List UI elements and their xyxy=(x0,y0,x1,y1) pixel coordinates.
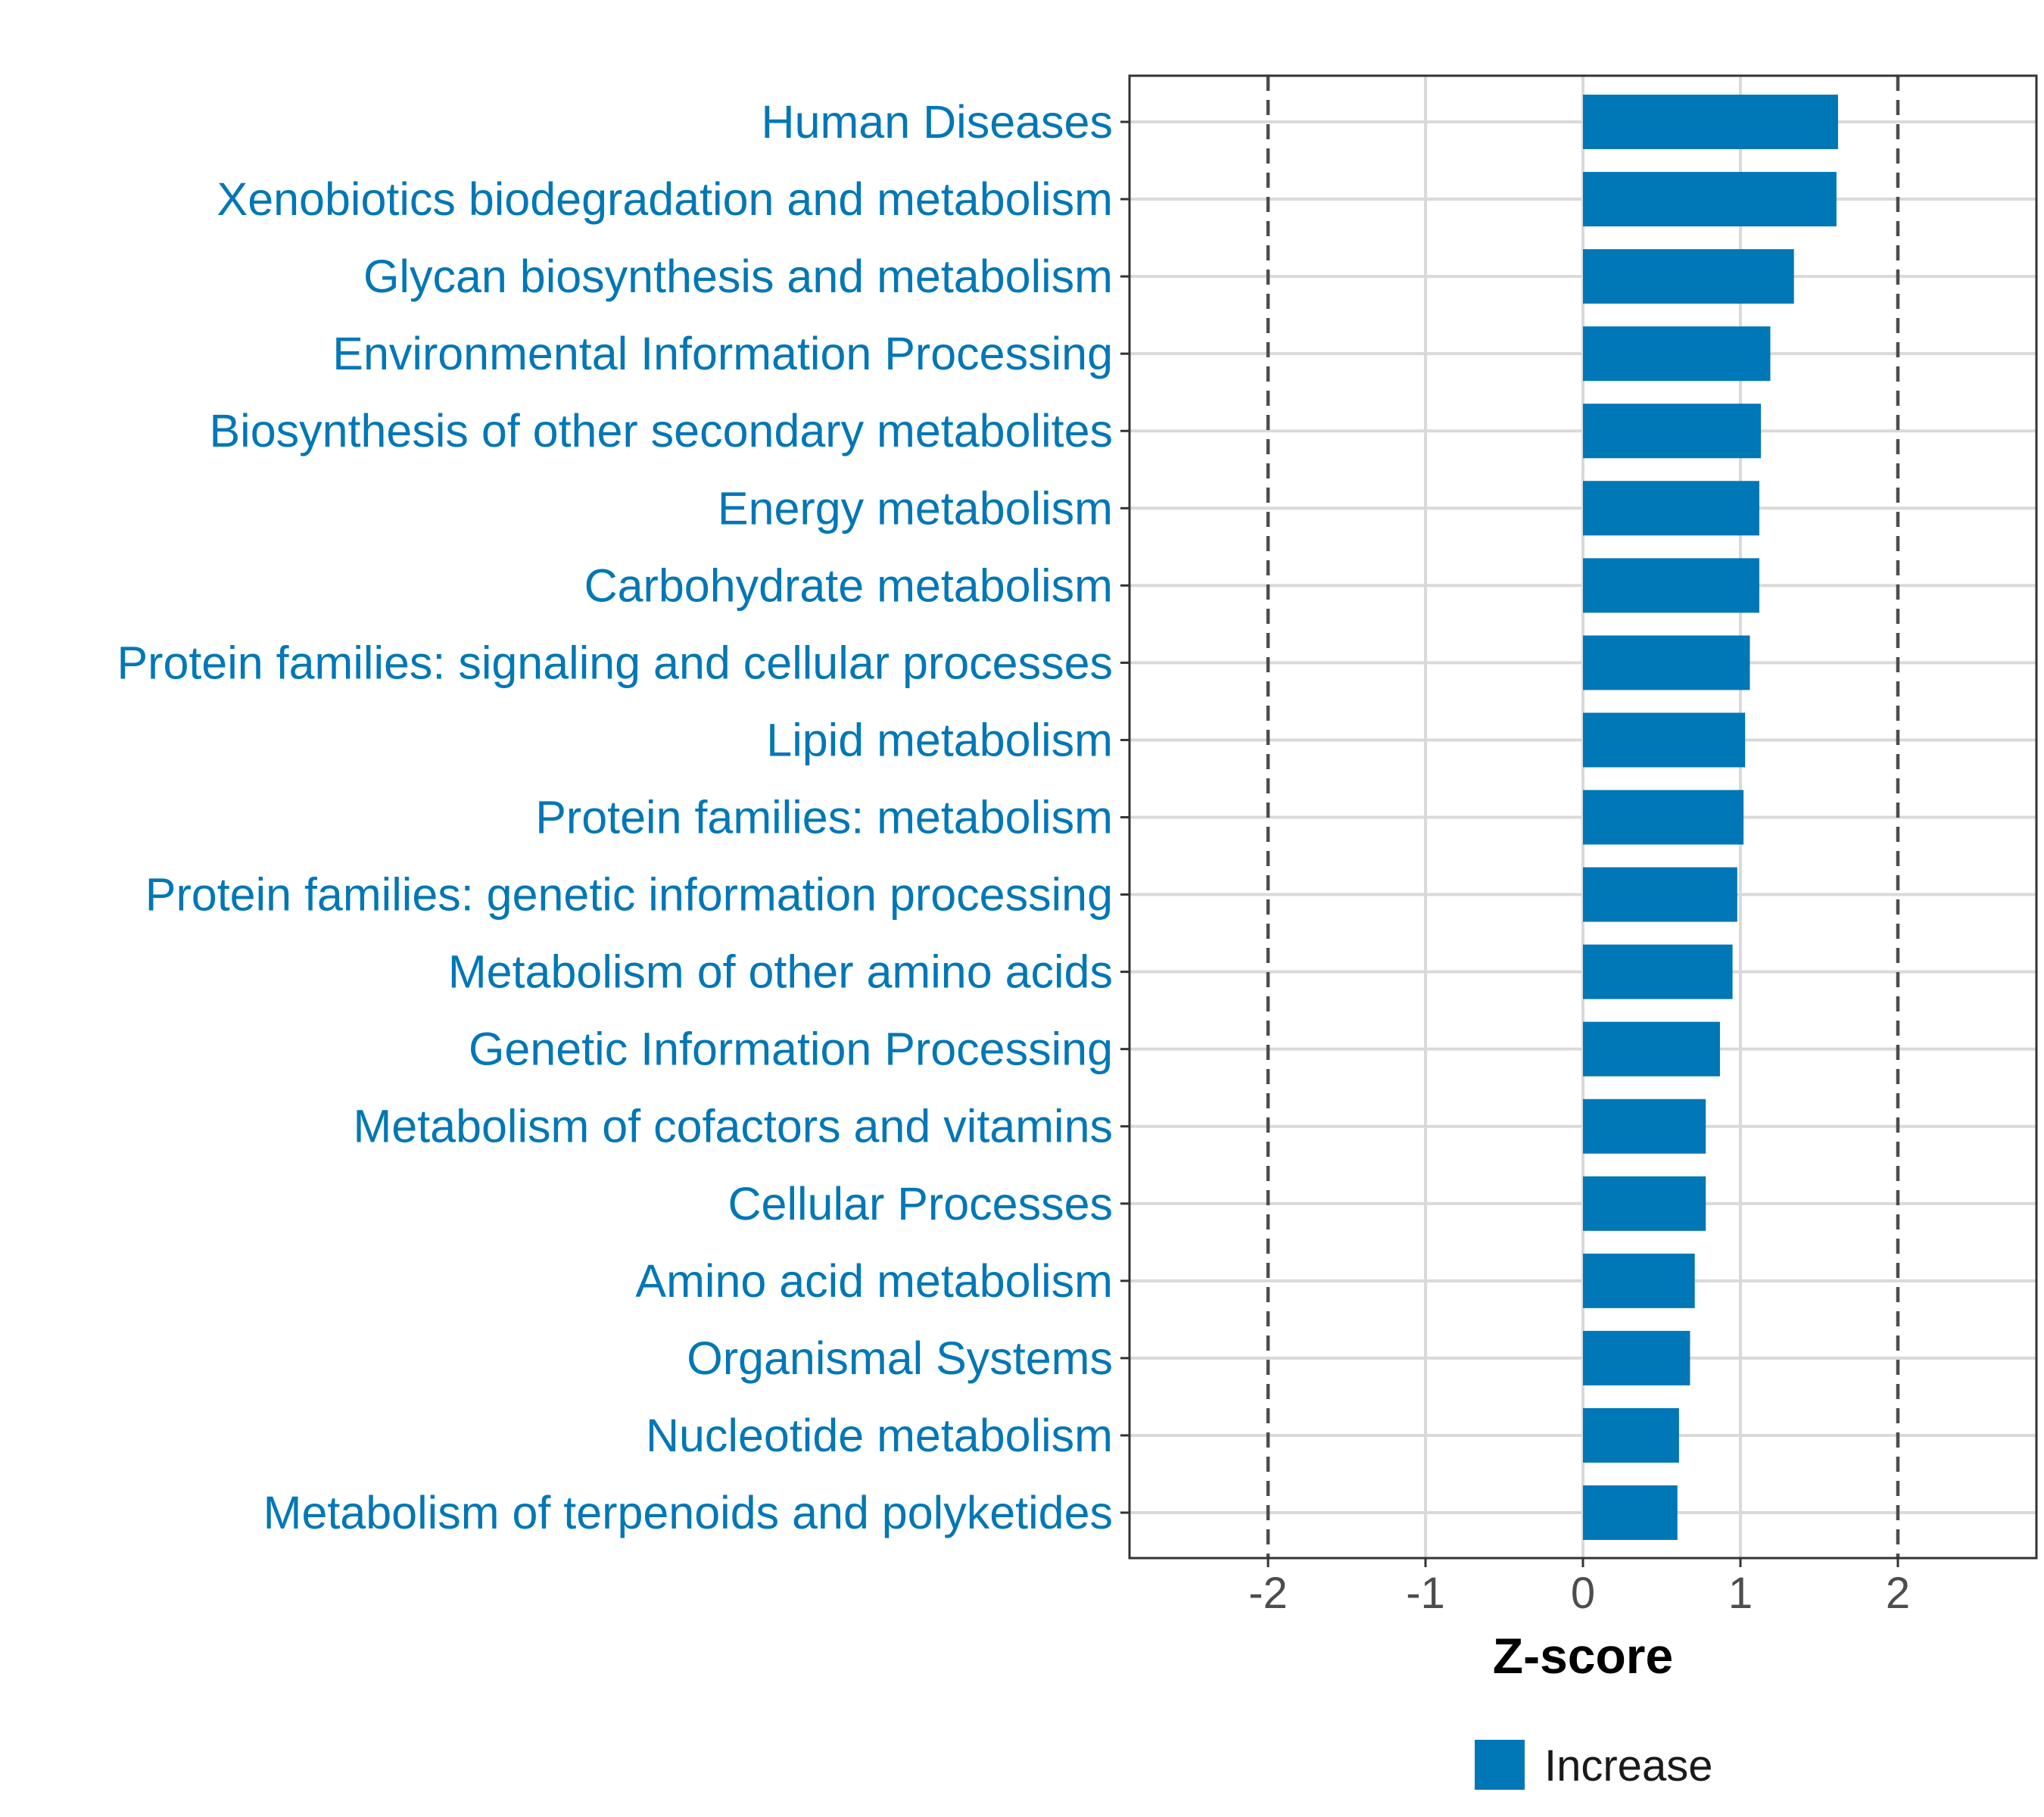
bar-4 xyxy=(1583,404,1762,459)
bar-13 xyxy=(1583,1099,1706,1154)
category-label-1: Xenobiotics biodegradation and metabolis… xyxy=(217,173,1113,225)
category-label-8: Lipid metabolism xyxy=(766,714,1113,765)
bar-7 xyxy=(1583,635,1750,690)
bar-15 xyxy=(1583,1253,1695,1308)
bar-0 xyxy=(1583,95,1838,149)
category-label-12: Genetic Information Processing xyxy=(469,1024,1113,1075)
category-label-2: Glycan biosynthesis and metabolism xyxy=(363,251,1113,302)
legend-label: Increase xyxy=(1544,1741,1712,1791)
category-label-5: Energy metabolism xyxy=(718,482,1113,534)
bar-14 xyxy=(1583,1176,1706,1231)
bar-11 xyxy=(1583,944,1733,999)
category-label-16: Organismal Systems xyxy=(687,1332,1113,1384)
bar-8 xyxy=(1583,712,1746,768)
category-label-15: Amino acid metabolism xyxy=(635,1255,1113,1307)
category-label-4: Biosynthesis of other secondary metaboli… xyxy=(209,405,1113,457)
bar-3 xyxy=(1583,326,1771,382)
reference-line-layer xyxy=(1266,76,1900,1558)
bar-10 xyxy=(1583,867,1737,922)
category-label-9: Protein families: metabolism xyxy=(535,792,1113,843)
x-axis-title: Z-score xyxy=(1493,1628,1673,1684)
x-tick-label-4: 2 xyxy=(1886,1569,1910,1618)
bar-18 xyxy=(1583,1485,1678,1540)
category-label-6: Carbohydrate metabolism xyxy=(584,559,1113,611)
x-tick-label-1: -1 xyxy=(1406,1569,1445,1618)
category-label-18: Metabolism of terpenoids and polyketides xyxy=(263,1487,1113,1538)
bar-5 xyxy=(1583,481,1759,536)
y-axis: Human Diseases Xenobiotics biodegradation… xyxy=(117,96,1129,1538)
category-label-7: Protein families: signaling and cellular… xyxy=(117,637,1113,688)
bar-12 xyxy=(1583,1021,1720,1077)
x-axis: -2 -1 0 1 2 xyxy=(1248,1558,1910,1618)
category-label-11: Metabolism of other amino acids xyxy=(448,946,1113,998)
legend: Increase xyxy=(1475,1740,1712,1791)
x-tick-label-0: -2 xyxy=(1248,1569,1288,1618)
x-tick-label-2: 0 xyxy=(1571,1569,1595,1618)
bar-17 xyxy=(1583,1407,1679,1463)
category-label-3: Environmental Information Processing xyxy=(332,328,1113,379)
bar-2 xyxy=(1583,249,1794,304)
legend-swatch xyxy=(1475,1740,1525,1790)
bar-9 xyxy=(1583,790,1744,845)
category-label-17: Nucleotide metabolism xyxy=(646,1410,1113,1461)
bar-6 xyxy=(1583,558,1759,613)
category-label-0: Human Diseases xyxy=(762,96,1113,148)
x-tick-label-3: 1 xyxy=(1728,1569,1753,1618)
category-label-10: Protein families: genetic information pr… xyxy=(145,869,1113,921)
bar-1 xyxy=(1583,172,1837,227)
bar-16 xyxy=(1583,1330,1690,1385)
category-label-14: Cellular Processes xyxy=(728,1178,1113,1230)
bar-layer xyxy=(1583,95,1838,1540)
category-label-13: Metabolism of cofactors and vitamins xyxy=(353,1101,1113,1152)
